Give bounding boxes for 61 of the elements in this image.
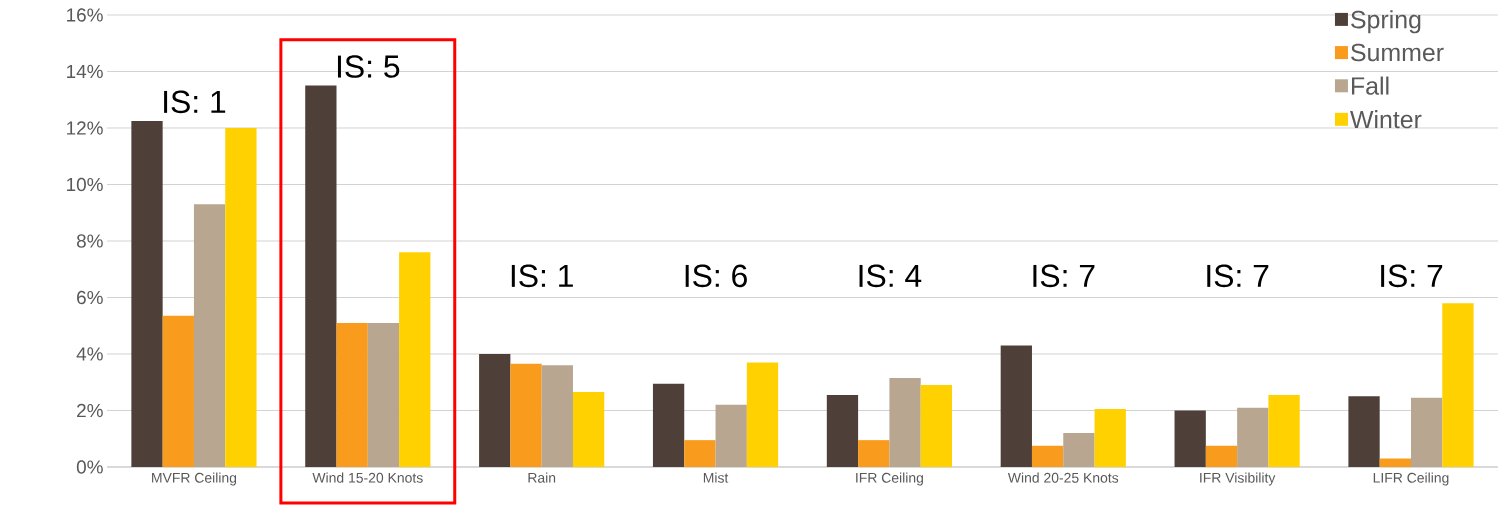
bar bbox=[572, 392, 605, 467]
bar bbox=[1063, 433, 1095, 467]
bar bbox=[541, 365, 573, 467]
bar bbox=[399, 252, 431, 467]
bar bbox=[1237, 407, 1269, 467]
annotation: IS: 6 bbox=[685, 264, 747, 288]
bar bbox=[889, 378, 921, 467]
y-tick-label: 14% bbox=[67, 64, 103, 79]
legend-label: Summer bbox=[1351, 43, 1444, 62]
y-tick-label: 8% bbox=[76, 234, 103, 248]
y-tick-label: 10% bbox=[67, 177, 103, 192]
bar bbox=[336, 322, 368, 467]
x-tick-label: Mist bbox=[703, 472, 729, 483]
bar bbox=[162, 315, 194, 467]
bar bbox=[1094, 409, 1126, 467]
x-tick-label: Wind 20-25 Knots bbox=[1007, 472, 1119, 483]
annotation: IS: 7 bbox=[1033, 264, 1095, 288]
annotation: IS: 1 bbox=[164, 90, 226, 114]
x-tick-label: MVFR Ceiling bbox=[152, 472, 237, 486]
bar bbox=[510, 363, 542, 467]
legend-label: Fall bbox=[1352, 76, 1389, 95]
y-tick-label: 0% bbox=[76, 460, 103, 474]
bar bbox=[1442, 303, 1474, 467]
annotation: IS: 4 bbox=[859, 264, 922, 288]
x-tick-label: Rain bbox=[528, 472, 556, 483]
bar bbox=[746, 362, 779, 467]
annotation: IS: 7 bbox=[1381, 264, 1443, 288]
bar bbox=[1410, 397, 1443, 467]
bar bbox=[1031, 445, 1064, 467]
bar bbox=[826, 394, 859, 467]
bar bbox=[684, 440, 716, 467]
bar bbox=[131, 120, 163, 467]
bar bbox=[225, 127, 257, 467]
bar bbox=[920, 385, 952, 467]
annotation: IS: 1 bbox=[511, 264, 573, 288]
x-tick-label: LIFR Ceiling bbox=[1373, 472, 1449, 486]
y-tick-label: 2% bbox=[77, 403, 103, 418]
bar bbox=[1348, 396, 1380, 467]
y-tick-label: 16% bbox=[67, 8, 103, 22]
y-tick-label: 6% bbox=[77, 290, 103, 305]
bar bbox=[1174, 410, 1206, 467]
legend-label: Winter bbox=[1350, 110, 1422, 129]
bar bbox=[1205, 445, 1238, 467]
bar bbox=[305, 85, 337, 467]
y-tick-label: 12% bbox=[67, 121, 103, 135]
legend-label: Spring bbox=[1351, 10, 1421, 34]
x-tick-label: IFR Visibility bbox=[1200, 472, 1276, 486]
bar bbox=[1268, 394, 1300, 467]
bar bbox=[1000, 345, 1032, 467]
bar bbox=[652, 383, 685, 467]
bar bbox=[479, 353, 511, 467]
bar bbox=[858, 440, 890, 467]
bar bbox=[1379, 458, 1411, 467]
y-tick-label: 4% bbox=[76, 347, 103, 361]
annotation: IS: 5 bbox=[337, 55, 400, 78]
x-tick-label: Wind 15-20 Knots bbox=[312, 472, 423, 483]
bar bbox=[367, 322, 400, 467]
bar bbox=[193, 204, 226, 467]
annotation: IS: 7 bbox=[1207, 264, 1269, 288]
bar bbox=[715, 404, 747, 467]
x-tick-label: IFR Ceiling bbox=[856, 472, 923, 486]
